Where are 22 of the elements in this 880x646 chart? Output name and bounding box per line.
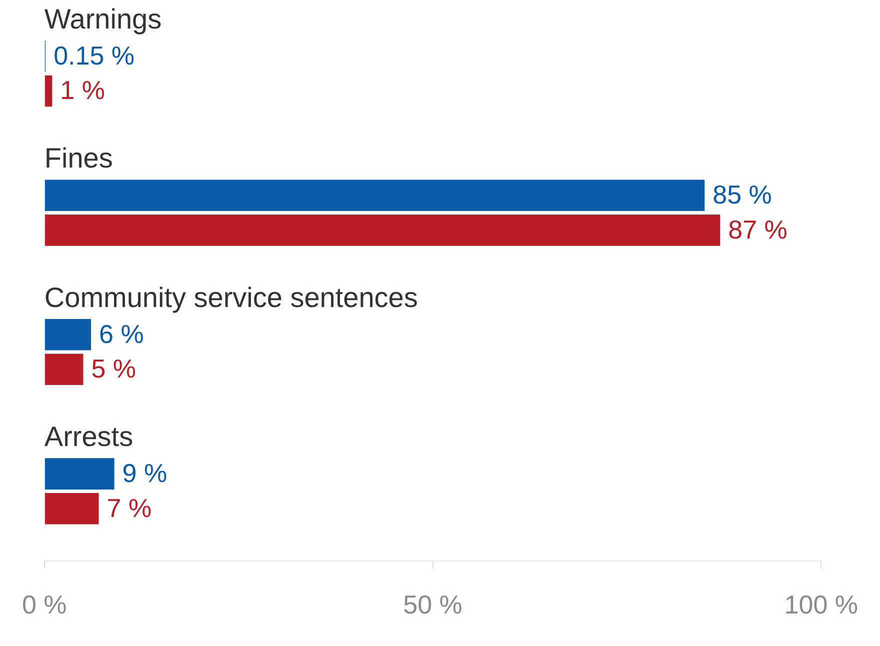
bar	[44, 354, 84, 386]
y-tick-label: Arrests	[44, 421, 134, 452]
x-tick-label: 100 %	[784, 590, 858, 620]
bar	[44, 458, 114, 490]
y-tick-label: Warnings	[44, 4, 162, 35]
y-tick-label: Fines	[44, 142, 113, 174]
data-label: 7 %	[106, 492, 152, 523]
x-tick-label: 50 %	[403, 590, 462, 620]
data-label: 1 %	[60, 75, 105, 106]
bar	[44, 318, 92, 350]
data-label: 85 %	[712, 180, 772, 210]
bar	[44, 214, 720, 246]
data-label: 9 %	[122, 458, 168, 488]
data-label: 5 %	[91, 354, 136, 384]
data-label: 0.15 %	[54, 40, 135, 70]
y-tick-label: Community service sentences	[44, 282, 418, 313]
data-label: 87 %	[728, 214, 788, 244]
bar	[44, 180, 705, 212]
x-tick-label: 0 %	[22, 590, 67, 620]
bar	[44, 492, 99, 524]
bar	[44, 75, 52, 107]
data-label: 6 %	[99, 318, 144, 349]
